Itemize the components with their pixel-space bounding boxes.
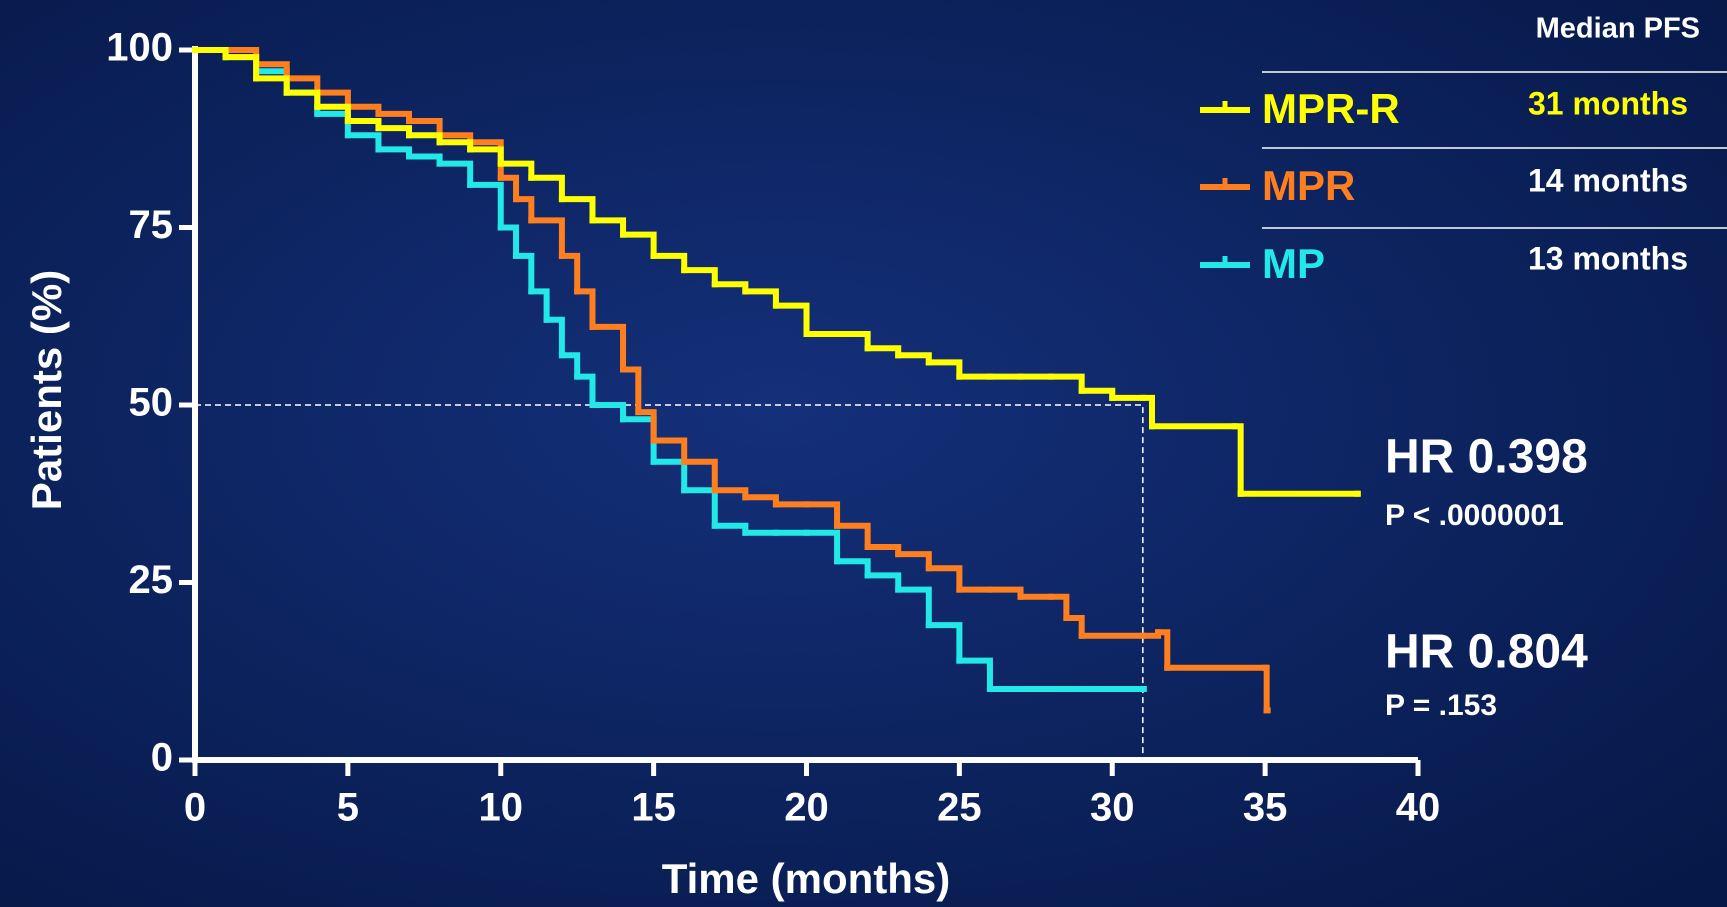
survival-step bbox=[543, 316, 565, 359]
legend-median: 14 months bbox=[1528, 162, 1688, 198]
survival-step bbox=[253, 75, 290, 96]
survival-step bbox=[467, 146, 504, 167]
survival-step bbox=[574, 288, 596, 330]
y-axis-title: Patients (%) bbox=[23, 270, 70, 510]
survival-step bbox=[558, 252, 581, 295]
legend-median: 31 months bbox=[1528, 85, 1688, 121]
survival-step bbox=[620, 231, 657, 259]
survival-step bbox=[528, 288, 550, 323]
legend-header: Median PFS bbox=[1536, 13, 1700, 45]
survival-step bbox=[742, 288, 779, 309]
survival-step bbox=[497, 224, 520, 259]
survival-step bbox=[558, 352, 581, 380]
survival-step bbox=[925, 622, 963, 664]
survival-step bbox=[436, 160, 474, 188]
survival-step bbox=[574, 373, 596, 408]
x-tick-label: 35 bbox=[1243, 786, 1288, 830]
survival-step bbox=[253, 61, 290, 82]
survival-step bbox=[1048, 373, 1085, 394]
p-value: P < .0000001 bbox=[1385, 499, 1564, 532]
survival-step bbox=[283, 75, 321, 96]
survival-step bbox=[1139, 394, 1155, 430]
survival-step bbox=[513, 196, 535, 224]
y-tick-label: 25 bbox=[129, 558, 174, 602]
x-axis-title: Time (months) bbox=[662, 855, 951, 902]
survival-step bbox=[1155, 629, 1171, 671]
p-value: P = .153 bbox=[1385, 689, 1497, 722]
survival-step bbox=[895, 586, 932, 629]
legend-label: MP bbox=[1262, 240, 1325, 287]
legend-label: MPR-R bbox=[1262, 85, 1400, 132]
survival-step bbox=[834, 522, 871, 550]
survival-step bbox=[834, 331, 871, 352]
legend-label: MPR bbox=[1262, 162, 1355, 209]
survival-step bbox=[925, 565, 963, 593]
survival-step bbox=[681, 267, 718, 288]
survival-step bbox=[650, 437, 688, 465]
x-tick-label: 40 bbox=[1396, 786, 1441, 830]
x-tick-label: 10 bbox=[479, 786, 524, 830]
x-tick-label: 15 bbox=[631, 786, 676, 830]
survival-step bbox=[1231, 423, 1244, 497]
survival-step bbox=[314, 89, 351, 110]
x-tick-label: 5 bbox=[337, 786, 359, 830]
survival-step bbox=[650, 252, 688, 274]
survival-step bbox=[222, 54, 260, 82]
survival-step bbox=[834, 558, 871, 579]
survival-step bbox=[589, 323, 627, 373]
y-tick-label: 50 bbox=[129, 381, 174, 425]
survival-step bbox=[497, 160, 535, 181]
survival-step bbox=[314, 103, 351, 124]
hazard-ratio: HR 0.398 bbox=[1385, 431, 1588, 484]
survival-step bbox=[406, 118, 443, 139]
x-tick-label: 0 bbox=[184, 786, 206, 830]
survival-step bbox=[344, 132, 382, 153]
x-tick-label: 20 bbox=[784, 786, 829, 830]
survival-step bbox=[895, 551, 932, 572]
survival-step bbox=[635, 409, 657, 444]
y-tick-label: 0 bbox=[151, 736, 173, 780]
median-line bbox=[195, 404, 1144, 760]
survival-step bbox=[803, 529, 841, 565]
legend-median: 13 months bbox=[1528, 240, 1688, 276]
survival-step bbox=[528, 217, 565, 259]
survival-step bbox=[620, 366, 642, 416]
x-tick-label: 30 bbox=[1090, 786, 1135, 830]
survival-step bbox=[513, 252, 535, 295]
survival-step bbox=[772, 302, 810, 337]
survival-step bbox=[803, 501, 841, 529]
survival-step bbox=[283, 89, 321, 110]
survival-step bbox=[1063, 615, 1085, 639]
survival-step bbox=[497, 174, 520, 203]
survival-step bbox=[589, 402, 627, 423]
survival-step bbox=[925, 359, 963, 380]
survival-step bbox=[956, 657, 993, 692]
y-tick-label: 75 bbox=[129, 203, 174, 247]
survival-step bbox=[558, 196, 596, 224]
survival-step bbox=[467, 181, 504, 231]
x-tick-label: 25 bbox=[937, 786, 982, 830]
survival-step bbox=[681, 458, 718, 494]
survival-step bbox=[528, 174, 565, 203]
hazard-ratio: HR 0.804 bbox=[1385, 626, 1588, 679]
survival-step bbox=[1262, 664, 1270, 714]
y-tick-label: 100 bbox=[106, 26, 173, 70]
survival-step bbox=[864, 572, 902, 593]
survival-step bbox=[589, 217, 627, 238]
survival-step bbox=[1048, 593, 1070, 621]
